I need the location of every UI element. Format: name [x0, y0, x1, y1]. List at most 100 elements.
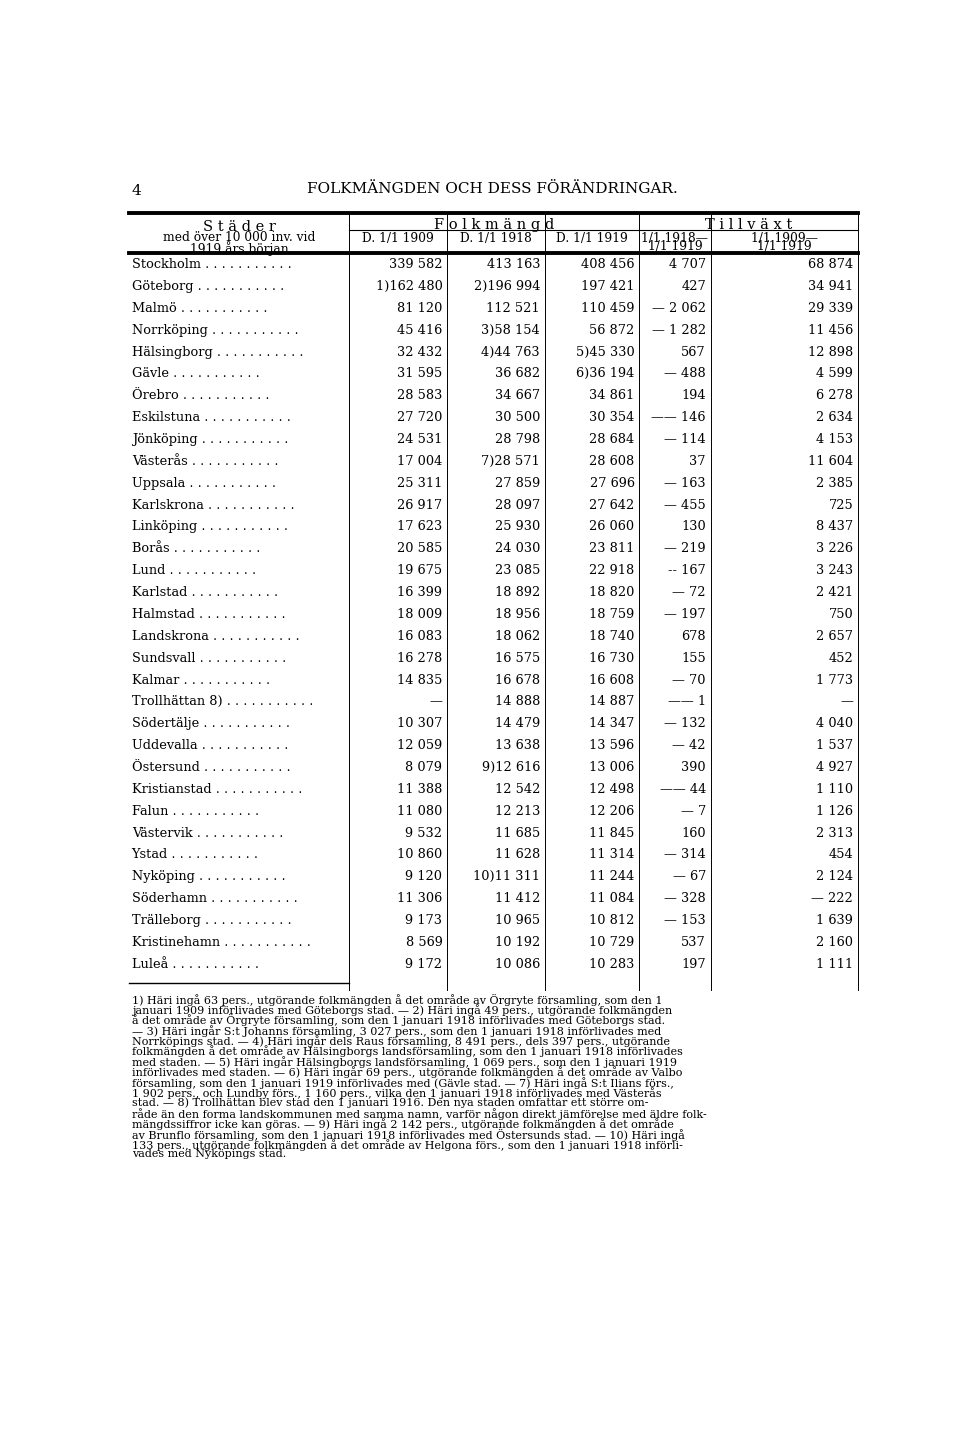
Text: 12 213: 12 213 [494, 805, 540, 818]
Text: 1 110: 1 110 [816, 782, 853, 795]
Text: med över 10 000 inv. vid: med över 10 000 inv. vid [163, 232, 316, 244]
Text: 3)58 154: 3)58 154 [481, 324, 540, 336]
Text: 22 918: 22 918 [589, 564, 635, 577]
Text: 4)44 763: 4)44 763 [481, 345, 540, 358]
Text: 112 521: 112 521 [487, 302, 540, 315]
Text: — 219: — 219 [664, 542, 706, 555]
Text: 11 388: 11 388 [397, 782, 443, 795]
Text: 5)45 330: 5)45 330 [576, 345, 635, 358]
Text: Borås . . . . . . . . . . .: Borås . . . . . . . . . . . [132, 542, 260, 555]
Text: 130: 130 [682, 521, 706, 533]
Text: 34 861: 34 861 [589, 390, 635, 403]
Text: 18 892: 18 892 [494, 587, 540, 600]
Text: 413 163: 413 163 [487, 257, 540, 270]
Text: 2 313: 2 313 [816, 827, 853, 840]
Text: 12 898: 12 898 [808, 345, 853, 358]
Text: —— 1: —— 1 [668, 696, 706, 709]
Text: 110 459: 110 459 [581, 302, 635, 315]
Text: 408 456: 408 456 [581, 257, 635, 270]
Text: 11 314: 11 314 [589, 848, 635, 861]
Text: 567: 567 [682, 345, 706, 358]
Text: —— 44: —— 44 [660, 782, 706, 795]
Text: Karlstad . . . . . . . . . . .: Karlstad . . . . . . . . . . . [132, 587, 277, 600]
Text: 11 628: 11 628 [494, 848, 540, 861]
Text: 14 479: 14 479 [494, 718, 540, 731]
Text: 34 941: 34 941 [808, 280, 853, 293]
Text: å det område av Örgryte församling, som den 1 januari 1918 införlivades med Göte: å det område av Örgryte församling, som … [132, 1014, 664, 1027]
Text: 2 634: 2 634 [816, 411, 853, 424]
Text: 4 927: 4 927 [816, 761, 853, 774]
Text: 1 902 pers., och Lundby förs., 1 160 pers., vilka den 1 januari 1918 införlivade: 1 902 pers., och Lundby förs., 1 160 per… [132, 1087, 661, 1099]
Text: 10 307: 10 307 [397, 718, 443, 731]
Text: 3 243: 3 243 [816, 564, 853, 577]
Text: — 163: — 163 [664, 477, 706, 490]
Text: 390: 390 [682, 761, 706, 774]
Text: 10 729: 10 729 [589, 936, 635, 949]
Text: 28 608: 28 608 [589, 454, 635, 467]
Text: 2)196 994: 2)196 994 [473, 280, 540, 293]
Text: 454: 454 [828, 848, 853, 861]
Text: 4: 4 [132, 184, 141, 198]
Text: 30 354: 30 354 [589, 411, 635, 424]
Text: 8 569: 8 569 [405, 936, 443, 949]
Text: — 3) Häri ingår S:t Johanns församling, 3 027 pers., som den 1 januari 1918 infö: — 3) Häri ingår S:t Johanns församling, … [132, 1025, 660, 1037]
Text: Norrköpings stad. — 4) Häri ingår dels Raus församling, 8 491 pers., dels 397 pe: Norrköpings stad. — 4) Häri ingår dels R… [132, 1035, 670, 1047]
Text: D. 1/1 1918: D. 1/1 1918 [460, 232, 532, 244]
Text: 1)162 480: 1)162 480 [375, 280, 443, 293]
Text: 6 278: 6 278 [816, 390, 853, 403]
Text: 16 730: 16 730 [589, 651, 635, 664]
Text: 14 347: 14 347 [589, 718, 635, 731]
Text: Kristinehamn . . . . . . . . . . .: Kristinehamn . . . . . . . . . . . [132, 936, 310, 949]
Text: 10)11 311: 10)11 311 [473, 870, 540, 883]
Text: T i l l v ä x t: T i l l v ä x t [705, 219, 792, 232]
Text: 56 872: 56 872 [589, 324, 635, 336]
Text: 14 835: 14 835 [397, 673, 443, 686]
Text: 27 696: 27 696 [589, 477, 635, 490]
Text: 14 887: 14 887 [589, 696, 635, 709]
Text: 3 226: 3 226 [816, 542, 853, 555]
Text: 12 206: 12 206 [589, 805, 635, 818]
Text: 10 860: 10 860 [397, 848, 443, 861]
Text: Trälleborg . . . . . . . . . . .: Trälleborg . . . . . . . . . . . [132, 915, 291, 928]
Text: 10 965: 10 965 [495, 915, 540, 928]
Text: — 7: — 7 [681, 805, 706, 818]
Text: 155: 155 [682, 651, 706, 664]
Text: 11 604: 11 604 [808, 454, 853, 467]
Text: 197: 197 [682, 958, 706, 971]
Text: Eskilstuna . . . . . . . . . . .: Eskilstuna . . . . . . . . . . . [132, 411, 291, 424]
Text: folkmängden å det område av Hälsingborgs landsförsamling, som den 1 januari 1918: folkmängden å det område av Hälsingborgs… [132, 1045, 683, 1057]
Text: Kristianstad . . . . . . . . . . .: Kristianstad . . . . . . . . . . . [132, 782, 302, 795]
Text: 27 642: 27 642 [589, 499, 635, 512]
Text: Östersund . . . . . . . . . . .: Östersund . . . . . . . . . . . [132, 761, 290, 774]
Text: — 72: — 72 [672, 587, 706, 600]
Text: 18 009: 18 009 [397, 608, 443, 621]
Text: 16 399: 16 399 [397, 587, 443, 600]
Text: 16 278: 16 278 [397, 651, 443, 664]
Text: Ystad . . . . . . . . . . .: Ystad . . . . . . . . . . . [132, 848, 258, 861]
Text: januari 1909 införlivades med Göteborgs stad. — 2) Häri ingå 49 pers., utgörande: januari 1909 införlivades med Göteborgs … [132, 1004, 672, 1015]
Text: 9 173: 9 173 [405, 915, 443, 928]
Text: Stockholm . . . . . . . . . . .: Stockholm . . . . . . . . . . . [132, 257, 292, 270]
Text: — 132: — 132 [664, 718, 706, 731]
Text: 18 740: 18 740 [589, 630, 635, 643]
Text: 339 582: 339 582 [389, 257, 443, 270]
Text: — 114: — 114 [664, 433, 706, 446]
Text: 19 675: 19 675 [397, 564, 443, 577]
Text: —— 146: —— 146 [652, 411, 706, 424]
Text: — 455: — 455 [664, 499, 706, 512]
Text: 11 084: 11 084 [589, 892, 635, 905]
Text: 27 720: 27 720 [397, 411, 443, 424]
Text: — 197: — 197 [664, 608, 706, 621]
Text: av Brunflo församling, som den 1 januari 1918 införlivades med Östersunds stad. : av Brunflo församling, som den 1 januari… [132, 1129, 684, 1140]
Text: 2 124: 2 124 [816, 870, 853, 883]
Text: 2 657: 2 657 [816, 630, 853, 643]
Text: 1 111: 1 111 [816, 958, 853, 971]
Text: — 1 282: — 1 282 [652, 324, 706, 336]
Text: Malmö . . . . . . . . . . .: Malmö . . . . . . . . . . . [132, 302, 267, 315]
Text: 18 759: 18 759 [589, 608, 635, 621]
Text: Nyköping . . . . . . . . . . .: Nyköping . . . . . . . . . . . [132, 870, 285, 883]
Text: 10 192: 10 192 [494, 936, 540, 949]
Text: vades med Nyköpings stad.: vades med Nyköpings stad. [132, 1149, 286, 1159]
Text: — 70: — 70 [672, 673, 706, 686]
Text: 25 311: 25 311 [397, 477, 443, 490]
